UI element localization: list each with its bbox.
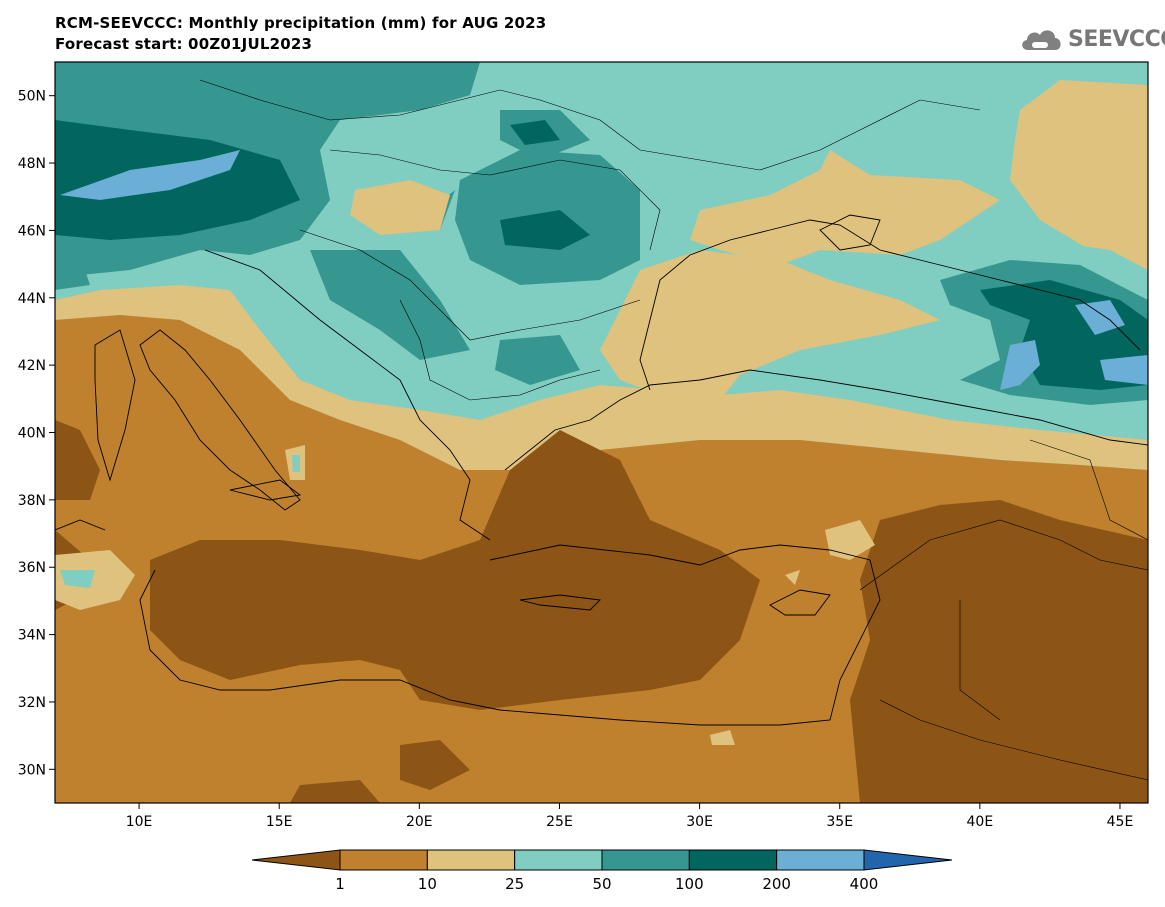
colorbar-segment (776, 849, 865, 871)
colorbar: 1 10 25 50 100 200 400 (251, 849, 953, 893)
y-tick-label: 48N (18, 156, 46, 172)
y-tick-label: 36N (18, 560, 46, 576)
y-tick-label: 50N (18, 89, 46, 105)
latitude-axis: 50N 48N 46N 44N 42N 40N 38N 36N 34N 32N 30N (18, 89, 55, 778)
colorbar-level-label: 200 (762, 875, 791, 893)
colorbar-level-label: 10 (418, 875, 437, 893)
longitude-axis: 10E 15E 20E 25E 30E 35E 40E 45E (126, 803, 1134, 830)
colorbar-segment (426, 849, 516, 871)
colorbar-segment (601, 849, 690, 871)
coastlines (55, 214, 1148, 726)
x-tick-label: 40E (967, 814, 994, 830)
colorbar-level-label: 25 (505, 875, 524, 893)
y-tick-label: 42N (18, 358, 46, 374)
colorbar-segment (514, 849, 603, 871)
colorbar-segment (339, 849, 428, 871)
y-tick-label: 46N (18, 223, 46, 239)
colorbar-segment (863, 849, 953, 871)
x-tick-label: 10E (126, 814, 153, 830)
x-tick-label: 15E (266, 814, 293, 830)
logo-text: SEEVCCC (1068, 26, 1165, 52)
y-tick-label: 40N (18, 426, 46, 442)
colorbar-segment (251, 849, 341, 871)
colorbar-level-label: 1 (335, 875, 345, 893)
colorbar-level-label: 100 (675, 875, 704, 893)
country-borders (199, 79, 1148, 781)
x-tick-label: 30E (686, 814, 713, 830)
x-tick-label: 25E (546, 814, 573, 830)
colorbar-segment (688, 849, 778, 871)
x-tick-label: 35E (826, 814, 853, 830)
x-tick-label: 20E (406, 814, 433, 830)
y-tick-label: 30N (18, 762, 46, 778)
colorbar-level-label: 400 (850, 875, 879, 893)
precipitation-field (55, 62, 1148, 803)
map-title: RCM-SEEVCCC: Monthly precipitation (mm) … (55, 14, 547, 32)
y-tick-label: 44N (18, 291, 46, 307)
y-tick-label: 34N (18, 628, 46, 644)
y-tick-label: 38N (18, 493, 46, 509)
seevccc-logo: SEEVCCC (1018, 22, 1165, 56)
x-tick-label: 45E (1107, 814, 1134, 830)
forecast-start-label: Forecast start: 00Z01JUL2023 (55, 35, 313, 53)
cloud-icon (1022, 30, 1061, 50)
colorbar-level-label: 50 (592, 875, 611, 893)
y-tick-label: 32N (18, 695, 46, 711)
